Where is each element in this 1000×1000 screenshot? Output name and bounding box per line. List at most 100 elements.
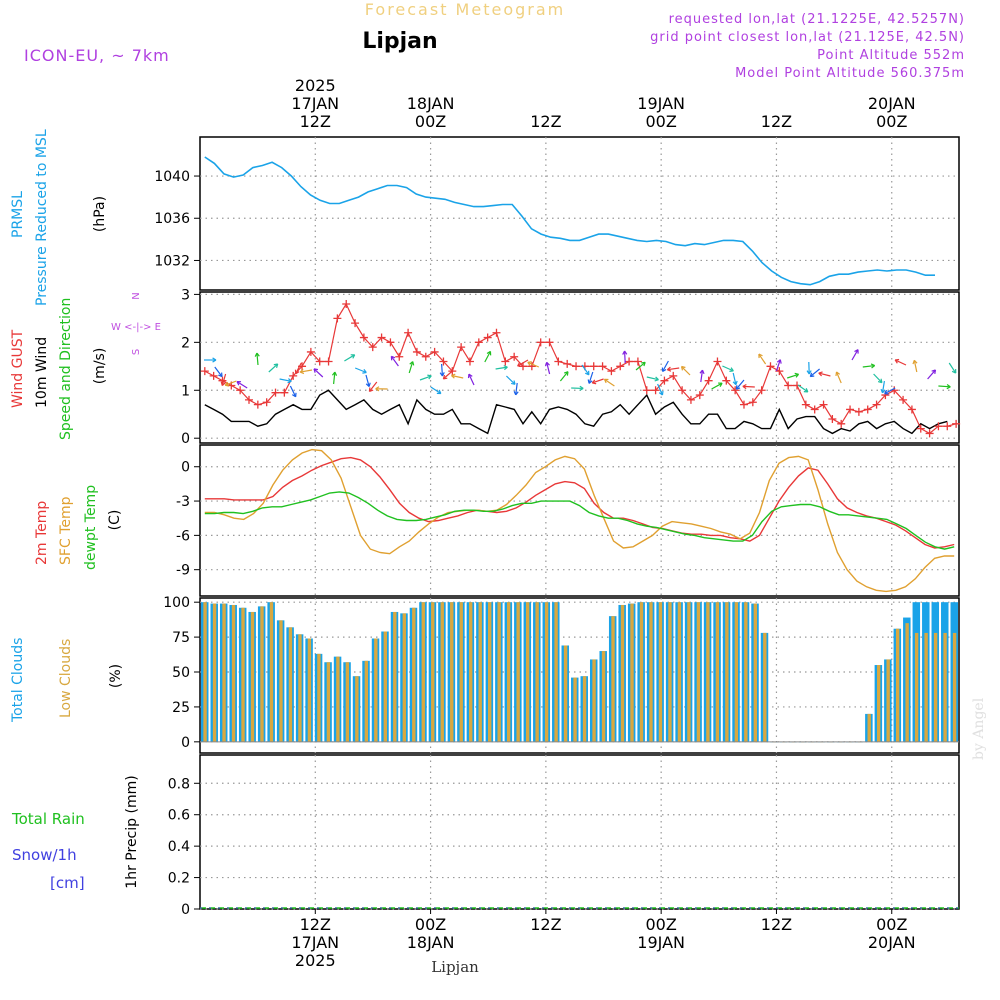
low-clouds-label: Low Clouds (58, 639, 74, 718)
wind-direction-arrow (657, 383, 664, 396)
temperature-panel (199, 444, 960, 597)
low-clouds-bar (203, 602, 207, 742)
series-marks (200, 299, 961, 438)
gust-marker (793, 381, 802, 390)
gust-marker (536, 338, 545, 347)
total-clouds-label: Total Clouds (10, 638, 26, 723)
series-lines (200, 156, 959, 909)
wind-direction-arrow (913, 360, 918, 373)
time-label-top: 12Z (530, 112, 561, 131)
wind-direction-arrow (722, 365, 734, 372)
gridpoint-coords: grid point closest lon,lat (21.125E, 42.… (650, 30, 965, 45)
wind-direction-arrow (344, 354, 355, 362)
wind-direction-arrow (681, 366, 691, 376)
y-tick-label: -9 (176, 563, 190, 579)
wind-direction-arrow (441, 363, 444, 377)
low-clouds-bar (487, 602, 492, 742)
wind-direction-arrow (365, 374, 370, 387)
gust-marker (262, 398, 271, 407)
gust-marker (899, 395, 908, 404)
gust-marker (333, 314, 342, 323)
wind-direction-arrowhead (436, 389, 442, 395)
wind-direction-arrow (495, 366, 508, 370)
gust-marker (731, 386, 740, 395)
model-label: ICON-EU, ~ 7km (24, 46, 170, 65)
wind-direction-arrowhead (409, 361, 415, 366)
wind-direction-arrowhead (735, 385, 741, 390)
time-label-top: 00Z (876, 112, 907, 131)
low-clouds-bar (364, 660, 369, 742)
low-clouds-bar (525, 602, 530, 742)
wind-direction-arrow (711, 382, 723, 390)
gust-marker (572, 362, 581, 371)
y-tick-label: 1032 (154, 253, 190, 269)
precip-unit: 1hr Precip (mm) (124, 775, 140, 888)
low-clouds-bar (668, 602, 672, 742)
wind-direction-arrowhead (699, 369, 705, 375)
y-tick-label: 50 (172, 665, 190, 681)
wind-direction-arrowhead (331, 371, 338, 376)
wind-direction-arrow (735, 379, 745, 390)
wind-direction-arrowhead (442, 374, 448, 380)
low-clouds-bar (469, 602, 473, 742)
low-clouds-bar (914, 632, 919, 742)
dewpt-line (204, 491, 955, 550)
gust-marker (625, 357, 634, 366)
wind-direction-arrowhead (365, 382, 371, 388)
low-clouds-bar (231, 604, 236, 742)
wind-direction-arrow (818, 372, 831, 377)
wind-direction-arrowhead (661, 367, 667, 373)
wind-direction-arrowhead (654, 376, 659, 382)
temp-unit: (C) (107, 510, 123, 531)
low-clouds-bar (383, 631, 388, 742)
wind-direction-arrowhead (350, 354, 356, 359)
gust-marker (695, 391, 704, 400)
time-label-bottom: 19JAN (637, 933, 685, 952)
rain-label: Total Rain (11, 810, 85, 828)
wind-direction-arrowhead (870, 363, 876, 369)
time-label-bottom: 00Z (415, 915, 446, 934)
wind-direction-arrow (214, 366, 223, 377)
wind-direction-arrowhead (758, 353, 763, 359)
low-clouds-bar (611, 616, 615, 742)
wind-direction-arrowhead (658, 390, 664, 396)
gust-marker (200, 367, 209, 376)
gust-marker (439, 357, 448, 366)
wind-direction-arrowhead (236, 381, 242, 386)
wind-direction-arrowhead (641, 361, 646, 367)
gust-marker (404, 328, 413, 337)
gust-marker (359, 333, 368, 342)
wind-direction-arrow (279, 378, 292, 382)
gust-marker (457, 343, 466, 352)
wind-direction-arrow (368, 381, 378, 392)
low-clouds-bar (279, 620, 283, 742)
low-clouds-bar (933, 632, 938, 742)
low-clouds-bar (876, 665, 881, 742)
gust-marker (784, 381, 793, 390)
low-clouds-bar (924, 632, 928, 742)
low-clouds-bar (450, 602, 454, 742)
wind10m-line (204, 389, 948, 435)
y-tick-label: 100 (163, 595, 190, 611)
wind-direction-arrowhead (510, 380, 516, 385)
y-tick-label: 1036 (154, 211, 190, 227)
wind-direction-arrowhead (427, 374, 432, 380)
time-label-top: 17JAN (291, 94, 339, 113)
footer-location: Lipjan (431, 958, 479, 976)
wind-direction-arrowhead (299, 369, 305, 375)
gust-marker (819, 400, 828, 409)
gust-marker (642, 386, 651, 395)
low-clouds-bar (592, 659, 596, 742)
wind-direction-arrowhead (854, 349, 859, 354)
wind-direction-arrowhead (218, 372, 223, 378)
wind-panel (199, 291, 960, 444)
wind-direction-arrowhead (794, 372, 800, 378)
gust-marker (633, 357, 642, 366)
low-clouds-bar (763, 632, 767, 742)
low-clouds-bar (867, 713, 871, 742)
gust-marker (925, 429, 934, 438)
wind-direction-arrow (515, 382, 518, 395)
time-label-top: 12Z (300, 112, 331, 131)
compass-we: W <-|-> E (111, 322, 161, 333)
wind-direction-arrowhead (877, 378, 883, 384)
